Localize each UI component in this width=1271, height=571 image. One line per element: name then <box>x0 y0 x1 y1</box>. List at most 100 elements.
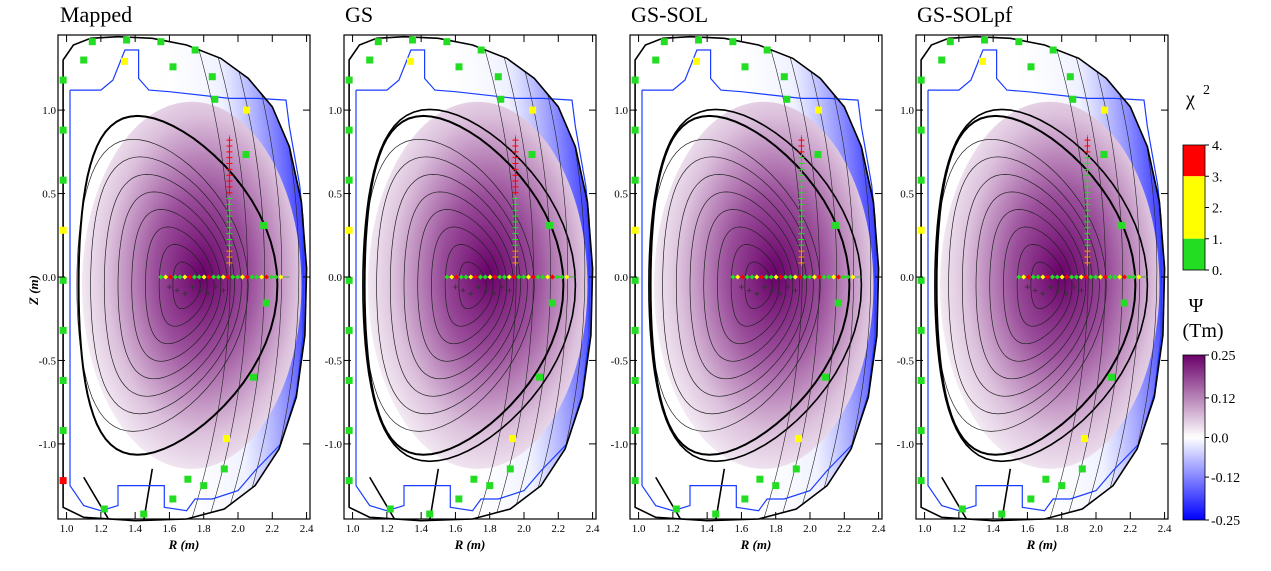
midplane-point <box>816 274 822 280</box>
y-tick-label: 0.0 <box>900 272 914 284</box>
cross-marker <box>1063 291 1069 297</box>
x-tick-label: 1.8 <box>769 523 783 535</box>
x-tick-label: 1.4 <box>414 523 428 535</box>
probe-marker <box>1107 373 1115 381</box>
flux-contour <box>145 226 215 345</box>
probe-marker <box>59 326 67 334</box>
flux-contour <box>717 226 787 345</box>
cross-marker <box>468 291 474 297</box>
probe-marker <box>242 150 250 158</box>
y-tick-label: -0.5 <box>325 355 343 367</box>
probe-marker <box>821 373 829 381</box>
flux-contour <box>444 244 494 327</box>
midplane-point <box>278 274 284 280</box>
probe-marker <box>1066 73 1074 81</box>
probe-marker <box>548 299 556 307</box>
midplane-point <box>1102 274 1108 280</box>
chi2-band-mid <box>1183 176 1205 239</box>
psi-colorbar-bar <box>1182 354 1206 521</box>
midplane-point <box>1107 274 1113 280</box>
probe-marker <box>80 56 88 64</box>
chord-point <box>226 253 233 260</box>
flux-contour <box>948 156 1100 415</box>
probe-marker <box>409 36 417 44</box>
chord-point <box>1084 213 1091 220</box>
panel-3: 1.0 1.2 1.4 1.6 1.8 2.0 2.2 2.4 1.0 0.5 0.0 -0.5 -1.… <box>611 34 886 552</box>
probe-marker <box>756 475 764 483</box>
probe-marker <box>443 38 451 46</box>
chord-point <box>798 259 805 266</box>
x-tick-label: 1.8 <box>1055 523 1069 535</box>
sol-field-line <box>477 36 517 520</box>
probe-marker <box>981 36 989 44</box>
cross-marker <box>213 284 219 290</box>
probe-marker <box>546 221 554 229</box>
x-tick-label: 1.6 <box>163 523 177 535</box>
x-tick-label: 2.0 <box>517 523 531 535</box>
probe-marker <box>1120 299 1128 307</box>
chord-point <box>798 224 805 231</box>
cross-marker <box>746 287 752 293</box>
chi2-colorbar: χ 2 4. 3. 2. 1. 0. <box>1182 83 1223 279</box>
probe-marker <box>477 46 485 54</box>
probe-marker <box>506 465 514 473</box>
flux-contour <box>131 209 222 362</box>
sol-field-line <box>191 36 231 520</box>
chord-point <box>512 253 519 260</box>
y-axis-label: Z (m) <box>26 275 41 306</box>
midplane-point <box>487 274 493 280</box>
flux-contour <box>417 209 508 362</box>
probe-marker <box>631 76 639 84</box>
chord-point <box>1084 242 1091 249</box>
psi-colorbar: Ψ (Tm) 0.25 0.12 0.0 -0.12 -0.25 <box>1182 295 1240 529</box>
probe-marker <box>631 176 639 184</box>
chord-point <box>226 242 233 249</box>
midplane-point <box>1030 274 1036 280</box>
probe-marker <box>1027 63 1035 71</box>
cross-marker <box>792 287 798 293</box>
midplane-point <box>268 274 274 280</box>
chord-point <box>226 183 233 190</box>
chord-point <box>512 178 519 185</box>
probe-marker <box>223 435 231 443</box>
midplane-point <box>783 274 789 280</box>
chord-point <box>1084 224 1091 231</box>
midplane-point <box>163 274 169 280</box>
x-tick-label: 1.8 <box>483 523 497 535</box>
chord-point <box>798 183 805 190</box>
probe-marker <box>59 477 67 485</box>
flux-contour <box>703 209 794 362</box>
cross-marker <box>220 287 226 293</box>
midplane-point <box>263 274 269 280</box>
chord-point <box>512 218 519 225</box>
probe-marker <box>979 57 987 65</box>
midplane-point <box>497 274 503 280</box>
x-tick-label: 2.4 <box>586 523 600 535</box>
psi-colorbar-unit: (Tm) <box>1182 320 1223 342</box>
probe-marker <box>121 57 129 65</box>
x-tick-label: 1.4 <box>986 523 1000 535</box>
cross-marker <box>499 284 505 290</box>
cross-marker <box>738 284 744 290</box>
chord-point <box>798 160 805 167</box>
midplane-point <box>792 274 798 280</box>
chord-point <box>226 148 233 155</box>
chord-point <box>798 248 805 255</box>
cross-marker <box>197 287 203 293</box>
flux-contour <box>975 191 1087 380</box>
midplane-point <box>453 274 459 280</box>
psi-tick-label: 0.0 <box>1211 432 1229 447</box>
chord-point <box>1084 230 1091 237</box>
probe-marker <box>631 427 639 435</box>
y-tick-label: 0.0 <box>614 272 628 284</box>
probe-marker <box>191 46 199 54</box>
chi2-tick-label: 4. <box>1212 139 1223 154</box>
flux-contour <box>730 244 780 327</box>
midplane-point <box>739 274 745 280</box>
midplane-point <box>1112 274 1118 280</box>
chord-point <box>798 195 805 202</box>
probe-marker <box>494 73 502 81</box>
chord-point <box>798 166 805 173</box>
midplane-point <box>1045 274 1051 280</box>
x-tick-label: 2.4 <box>872 523 886 535</box>
